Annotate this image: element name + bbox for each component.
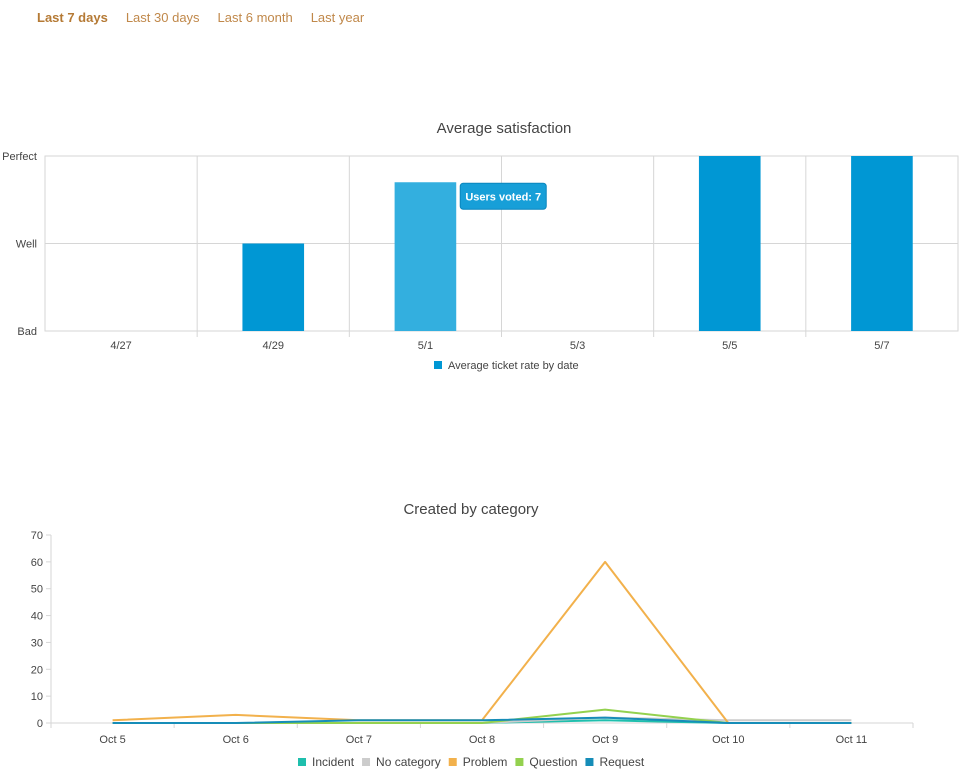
category-legend-item-problem[interactable]: Problem: [448, 755, 508, 769]
category-line-question[interactable]: [112, 708, 852, 724]
category-legend-label-request: Request: [599, 755, 644, 769]
satisfaction-tooltip: [459, 182, 547, 210]
satisfaction-bar-5-1[interactable]: [394, 182, 457, 331]
category-y-label-70: 70: [31, 530, 43, 542]
category-y-label-50: 50: [31, 584, 43, 596]
category-y-label-60: 60: [31, 557, 43, 569]
category-legend-item-request[interactable]: Request: [585, 755, 645, 769]
category-legend-label-incident: Incident: [312, 755, 355, 769]
satisfaction-x-label-5-1: 5/1: [418, 340, 433, 352]
category-legend-swatch-problem: [448, 758, 457, 766]
category-legend-label-question: Question: [529, 755, 577, 769]
category-legend-label-problem: Problem: [463, 755, 508, 769]
satisfaction-legend-swatch: [434, 361, 442, 369]
satisfaction-x-label-5-3: 5/3: [570, 340, 585, 352]
category-legend-swatch-request: [585, 758, 594, 766]
satisfaction-bar-5-5[interactable]: [698, 156, 761, 331]
satisfaction-x-label-5-5: 5/5: [722, 340, 737, 352]
category-x-label-oct-11: Oct 11: [836, 734, 868, 746]
category-x-label-oct-7: Oct 7: [346, 734, 372, 746]
category-y-label-0: 0: [37, 718, 43, 730]
satisfaction-x-label-5-7: 5/7: [874, 340, 889, 352]
category-legend-label-no-category: No category: [376, 755, 441, 769]
category-x-label-oct-6: Oct 6: [223, 734, 249, 746]
satisfaction-bar-5-7[interactable]: [851, 156, 913, 331]
category-legend-swatch-question: [515, 758, 524, 766]
category-legend-swatch-incident: [298, 758, 306, 766]
satisfaction-bar-4-29[interactable]: [242, 243, 305, 332]
satisfaction-legend-label: Average ticket rate by date: [448, 360, 579, 372]
category-line-problem[interactable]: [112, 560, 852, 724]
satisfaction-y-label-well: Well: [16, 239, 37, 251]
satisfaction-chart: Average satisfaction Bad Well Perfect 4/27 4…: [2, 120, 959, 372]
satisfaction-tooltip-text: Users voted: 7: [465, 191, 541, 203]
category-line-request[interactable]: [112, 716, 852, 724]
category-y-label-10: 10: [31, 691, 43, 703]
tab-last-7-days[interactable]: Last 7 days: [37, 10, 108, 25]
category-y-label-30: 30: [31, 637, 43, 649]
tab-last-year[interactable]: Last year: [310, 10, 365, 25]
tab-last-6-month[interactable]: Last 6 month: [217, 10, 293, 25]
category-x-label-oct-5: Oct 5: [99, 734, 125, 746]
satisfaction-y-label-bad: Bad: [17, 326, 37, 338]
category-line-incident[interactable]: [112, 719, 852, 724]
category-line-no-category[interactable]: [112, 716, 852, 724]
category-x-label-oct-8: Oct 8: [469, 734, 495, 746]
category-x-label-oct-10: Oct 10: [712, 734, 744, 746]
satisfaction-x-label-4-29: 4/29: [263, 340, 284, 352]
category-legend-swatch-no-category: [362, 758, 371, 766]
tab-last-30-days[interactable]: Last 30 days: [125, 10, 200, 25]
category-y-label-20: 20: [31, 664, 43, 676]
category-legend-item-question[interactable]: Question: [515, 755, 577, 769]
satisfaction-x-label-4-27: 4/27: [110, 340, 131, 352]
date-range-tabs: Last 7 days Last 30 days Last 6 month La…: [37, 10, 364, 25]
satisfaction-y-label-perfect: Perfect: [2, 151, 37, 163]
satisfaction-chart-title: Average satisfaction: [437, 120, 572, 137]
category-x-label-oct-9: Oct 9: [592, 734, 618, 746]
category-y-label-40: 40: [31, 611, 43, 623]
category-legend-item-no-category[interactable]: No category: [362, 755, 441, 769]
category-chart-title: Created by category: [403, 501, 539, 518]
category-legend-item-incident[interactable]: Incident: [298, 755, 355, 769]
